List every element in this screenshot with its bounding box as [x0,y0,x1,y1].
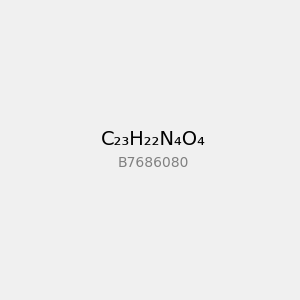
Text: C₂₃H₂₂N₄O₄: C₂₃H₂₂N₄O₄ [101,130,206,149]
Text: B7686080: B7686080 [118,156,189,170]
